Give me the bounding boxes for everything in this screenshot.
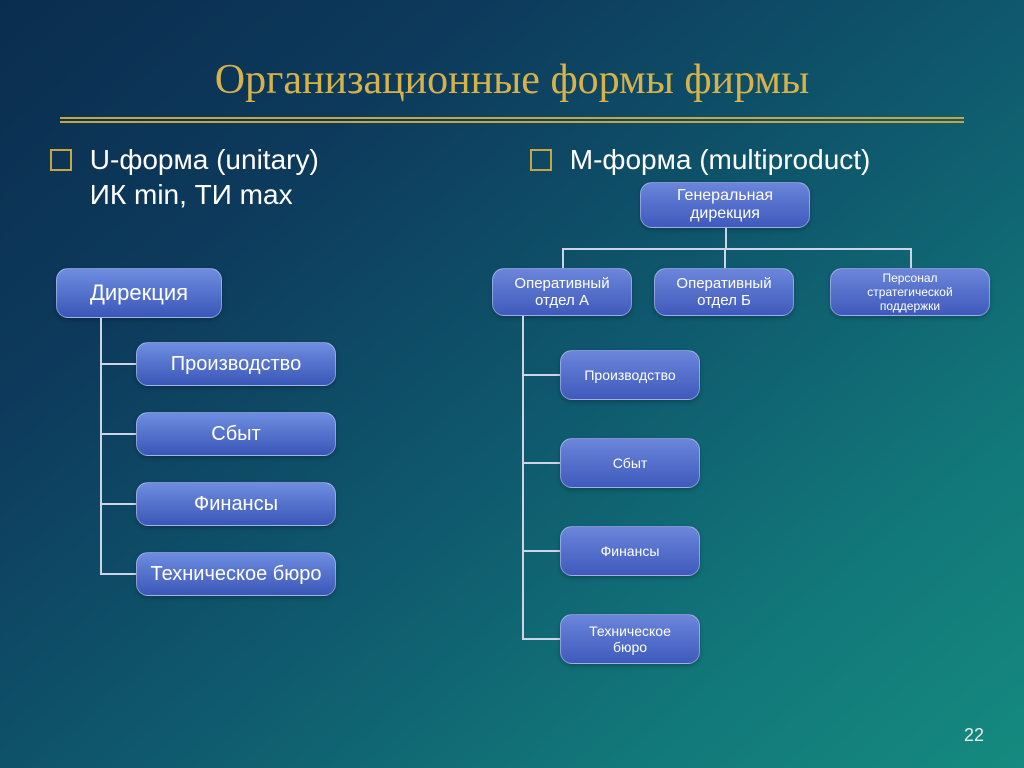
connector <box>522 462 560 464</box>
m-mid-2: Персоналстратегическойподдержки <box>830 268 990 316</box>
bullet-square-icon <box>50 149 72 171</box>
u-root: Дирекция <box>56 268 222 318</box>
connector <box>100 318 102 574</box>
connector <box>522 374 560 376</box>
connector <box>100 573 136 575</box>
m-mid-0: Оперативныйотдел А <box>492 268 632 316</box>
connector <box>725 228 727 248</box>
title-rule-2 <box>60 121 964 123</box>
slide-number: 22 <box>964 725 984 746</box>
connector <box>522 638 560 640</box>
connector <box>562 248 564 268</box>
connector <box>522 550 560 552</box>
u-child-2: Финансы <box>136 482 336 526</box>
bullet-m-form: М-форма (multiproduct) <box>530 142 870 177</box>
bullet-m-form-text: М-форма (multiproduct) <box>570 142 871 177</box>
bullet-square-icon <box>530 149 552 171</box>
slide-title: Организационные формы фирмы <box>0 56 1024 104</box>
bullet-u-form: U-форма (unitary) ИК min, ТИ max <box>50 142 319 212</box>
u-child-3: Техническое бюро <box>136 552 336 596</box>
m-leaf-3: Техническоебюро <box>560 614 700 664</box>
bullet-u-form-text: U-форма (unitary) ИК min, ТИ max <box>90 142 319 212</box>
connector <box>100 363 136 365</box>
title-rule-1 <box>60 117 964 119</box>
connector <box>100 433 136 435</box>
connector <box>522 316 524 639</box>
connector <box>724 248 726 268</box>
slide: Организационные формы фирмы U-форма (uni… <box>0 0 1024 768</box>
m-leaf-0: Производство <box>560 350 700 400</box>
connector <box>100 503 136 505</box>
m-leaf-1: Сбыт <box>560 438 700 488</box>
u-child-0: Производство <box>136 342 336 386</box>
u-child-1: Сбыт <box>136 412 336 456</box>
m-leaf-2: Финансы <box>560 526 700 576</box>
connector <box>562 248 912 250</box>
m-mid-1: Оперативныйотдел Б <box>654 268 794 316</box>
m-root: Генеральнаядирекция <box>640 182 810 228</box>
connector <box>910 248 912 268</box>
